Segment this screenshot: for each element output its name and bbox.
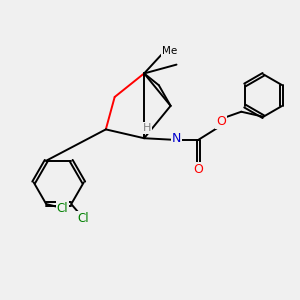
Text: Cl: Cl: [77, 212, 89, 225]
Text: H: H: [143, 123, 151, 133]
Text: N: N: [172, 132, 181, 145]
Text: O: O: [194, 163, 203, 176]
Text: Me: Me: [162, 46, 177, 56]
Text: Cl: Cl: [57, 202, 68, 215]
Text: O: O: [216, 115, 226, 128]
